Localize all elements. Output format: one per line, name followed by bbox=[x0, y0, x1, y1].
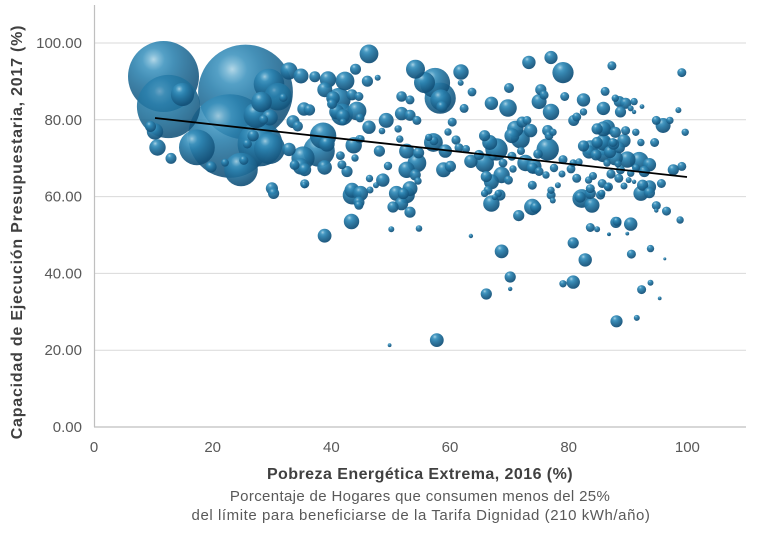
svg-text:Capacidad de Ejecución Presupu: Capacidad de Ejecución Presupuestaria, 2… bbox=[9, 25, 26, 440]
svg-text:Pobreza Energética Extrema, 20: Pobreza Energética Extrema, 2016 (%) bbox=[267, 466, 573, 483]
svg-text:Porcentaje de Hogares que cons: Porcentaje de Hogares que consumen menos… bbox=[230, 488, 610, 505]
svg-text:20: 20 bbox=[204, 439, 221, 456]
svg-text:100.00: 100.00 bbox=[36, 35, 82, 52]
svg-text:80.00: 80.00 bbox=[44, 112, 82, 129]
svg-text:del límite para beneficiarse d: del límite para beneficiarse de la Tarif… bbox=[192, 507, 651, 524]
svg-text:80: 80 bbox=[560, 439, 577, 456]
svg-text:60.00: 60.00 bbox=[44, 189, 82, 206]
svg-text:40: 40 bbox=[323, 439, 340, 456]
svg-text:60: 60 bbox=[442, 439, 459, 456]
svg-text:20.00: 20.00 bbox=[44, 342, 82, 359]
svg-text:40.00: 40.00 bbox=[44, 265, 82, 282]
svg-text:0.00: 0.00 bbox=[53, 419, 82, 436]
svg-text:0: 0 bbox=[90, 439, 98, 456]
svg-text:100: 100 bbox=[675, 439, 700, 456]
